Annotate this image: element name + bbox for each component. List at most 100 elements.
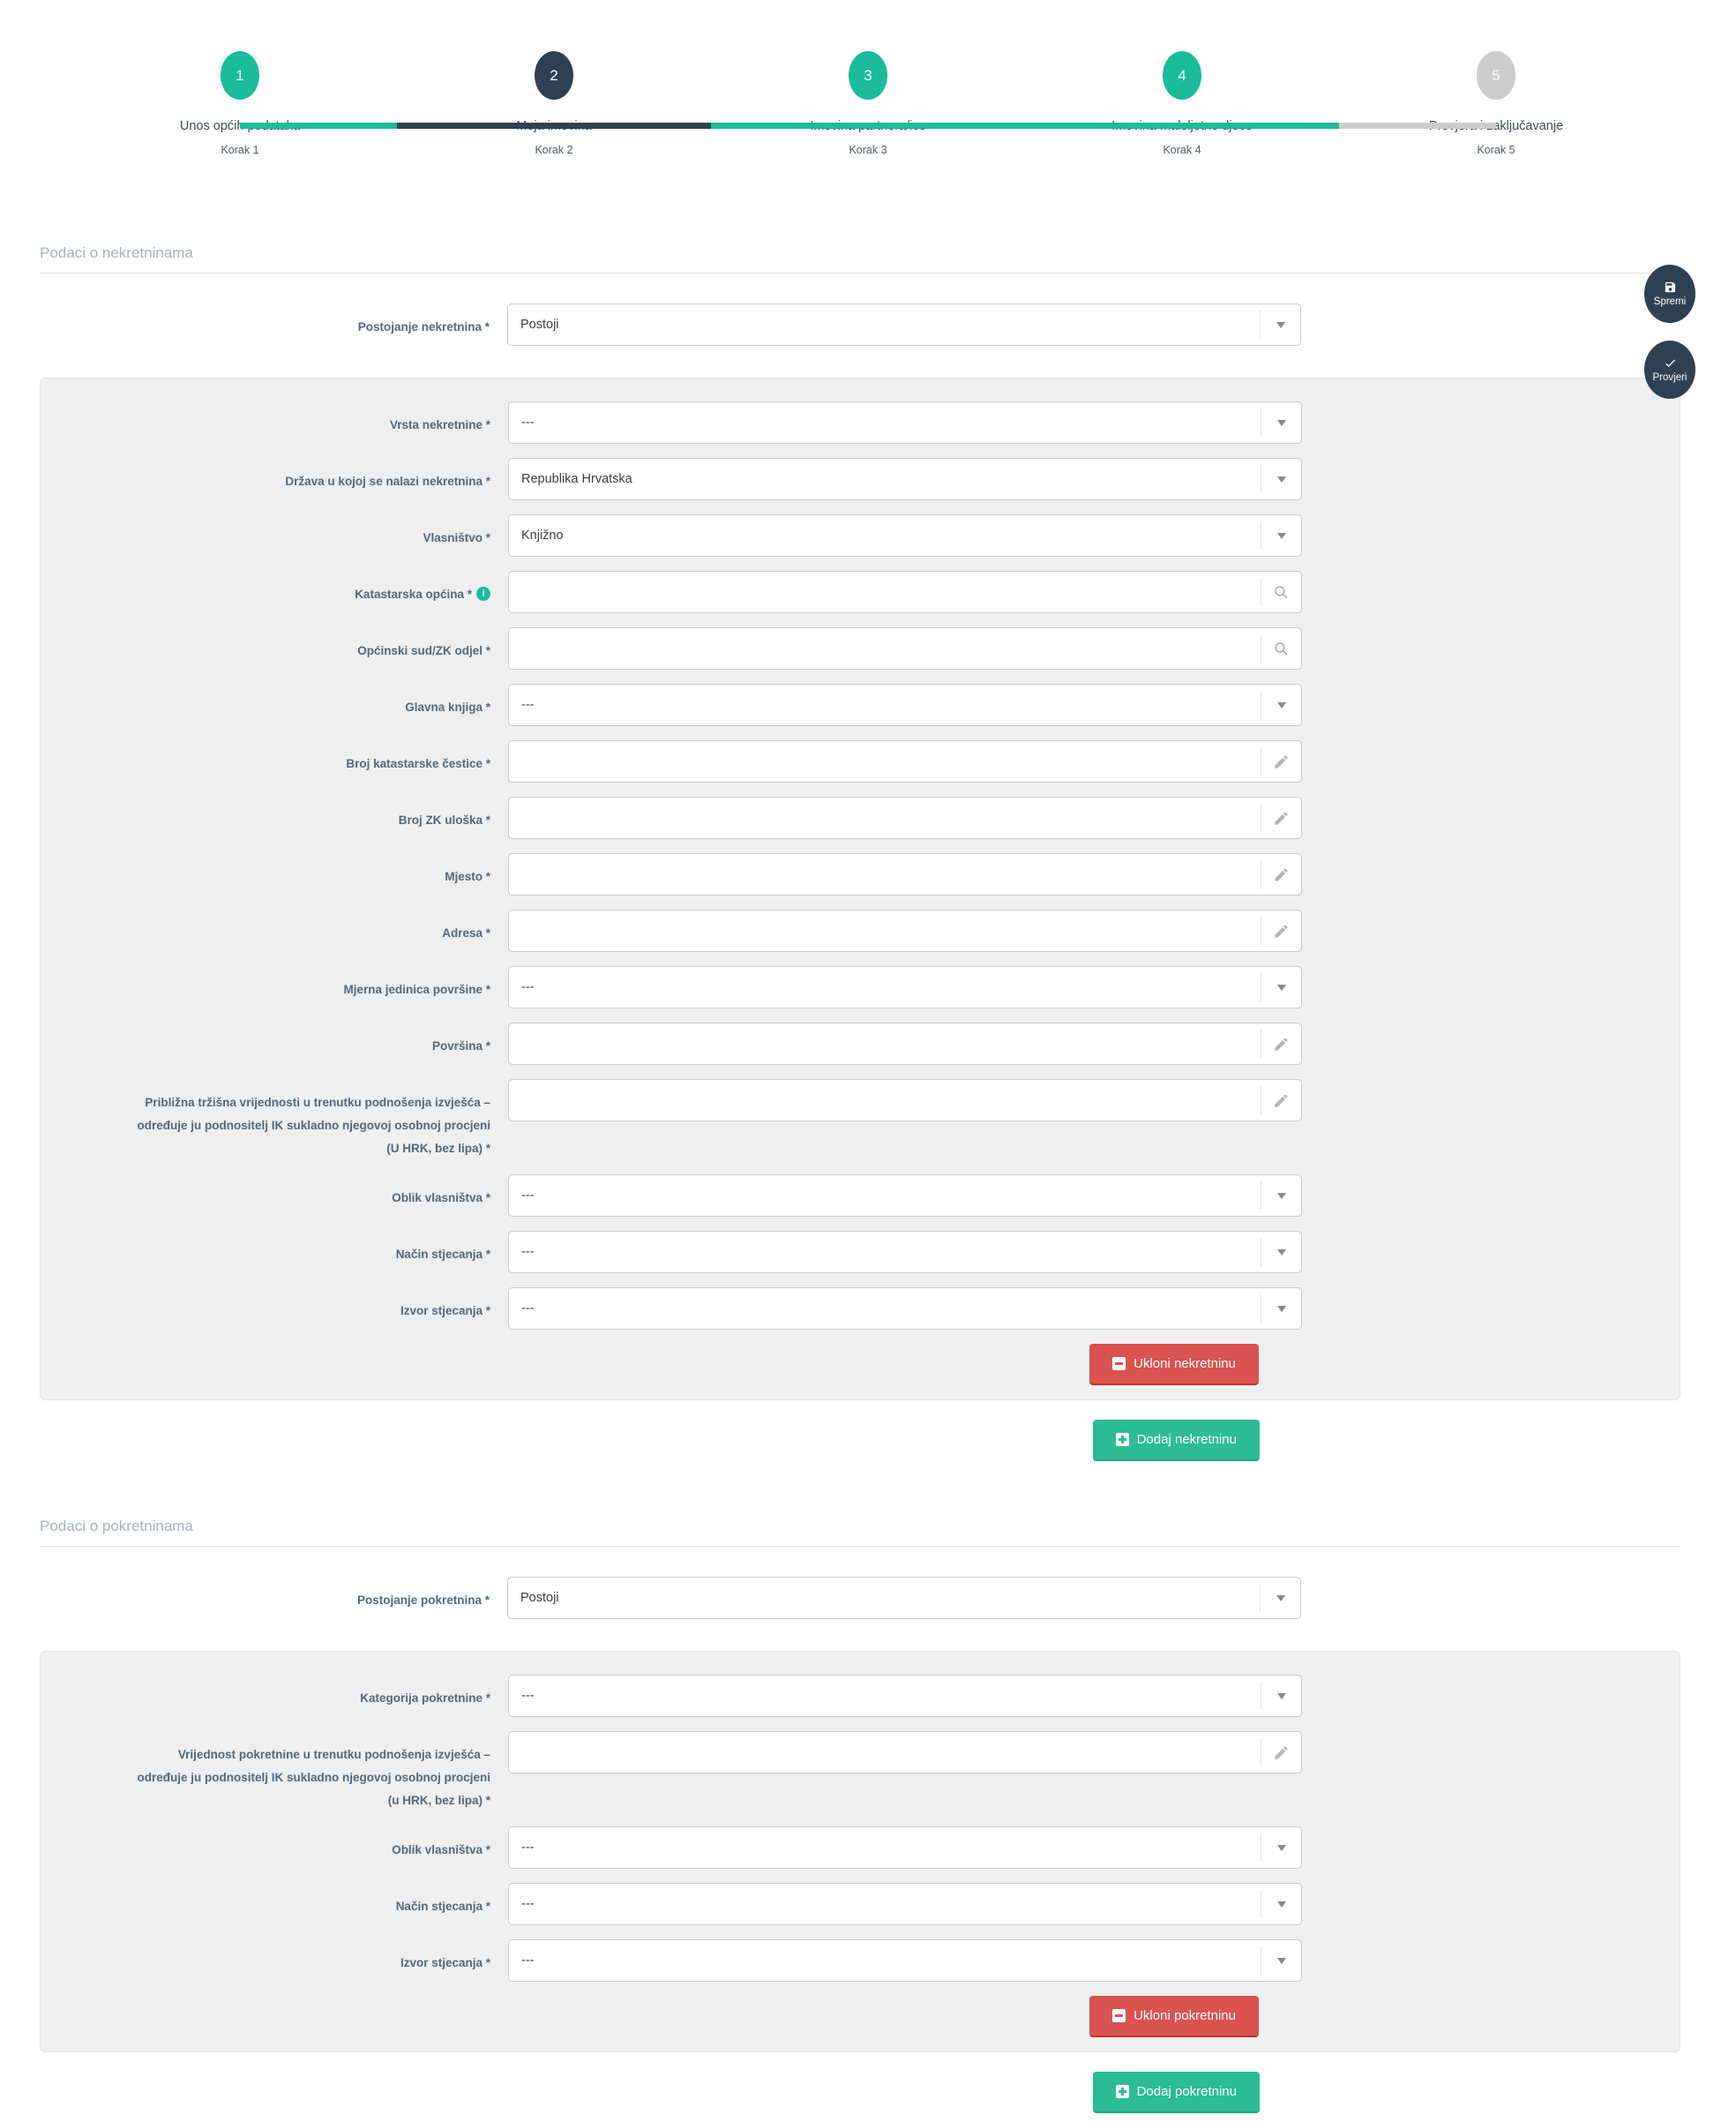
- field-label-line: Vrijednost pokretnine u trenutku podnoše…: [177, 1748, 490, 1761]
- field-value: ---: [521, 1689, 535, 1703]
- chevron-down-icon: [1261, 465, 1301, 493]
- kategorija-pokretnine-select[interactable]: ---: [508, 1675, 1302, 1717]
- chevron-down-icon: [1261, 1294, 1301, 1323]
- field-label: Približna tržišna vrijednosti u trenutku…: [41, 1079, 508, 1160]
- chevron-down-icon: [1261, 1946, 1301, 1975]
- search-icon[interactable]: [1261, 634, 1301, 663]
- form-row: Adresa *: [41, 910, 1680, 952]
- chevron-down-icon: [1261, 1833, 1301, 1862]
- remove-pokretnina-button[interactable]: Ukloni pokretninu: [1089, 1996, 1259, 2037]
- step-2: 2 Moja imovina Korak 2: [397, 51, 711, 156]
- field-label: Oblik vlasništva *: [392, 1843, 490, 1856]
- mjesto-input[interactable]: [508, 853, 1302, 896]
- vlasnistvo-select[interactable]: Knjižno: [508, 514, 1302, 557]
- minus-square-icon: [1112, 2009, 1126, 2022]
- step-3-circle[interactable]: 3: [849, 51, 887, 100]
- postojanje-pokretnina-select[interactable]: Postoji: [507, 1577, 1301, 1619]
- field-label: Mjerna jedinica površine *: [343, 983, 490, 996]
- field-label-line: Približna tržišna vrijednosti u trenutku…: [145, 1096, 490, 1109]
- vrijednost-pokretnine-input[interactable]: [508, 1731, 1302, 1773]
- form-row: Oblik vlasništva * ---: [41, 1826, 1680, 1869]
- section-pokretnine: Podaci o pokretninama Postojanje pokretn…: [40, 1518, 1680, 2113]
- field-label: Način stjecanja *: [395, 1248, 490, 1261]
- check-icon: [1665, 359, 1675, 367]
- step-5: 5 Provjera i zaključavanje Korak 5: [1339, 51, 1653, 156]
- field-label: Adresa *: [442, 926, 490, 940]
- form-row: Mjerna jedinica površine * ---: [41, 966, 1680, 1009]
- form-row: Broj ZK uloška *: [41, 797, 1680, 839]
- step-4-subtitle: Korak 4: [1163, 144, 1201, 156]
- adresa-input[interactable]: [508, 910, 1302, 952]
- oblik-vlasnistva-select[interactable]: ---: [508, 1174, 1302, 1217]
- add-pokretnina-button[interactable]: Dodaj pokretninu: [1092, 2072, 1260, 2113]
- step-4-circle[interactable]: 4: [1163, 51, 1201, 100]
- plus-square-icon: [1115, 1433, 1129, 1446]
- broj-zk-uloska-input[interactable]: [508, 797, 1302, 839]
- step-5-circle[interactable]: 5: [1477, 51, 1515, 100]
- field-value: Postoji: [520, 318, 559, 332]
- info-icon[interactable]: i: [476, 587, 490, 602]
- field-label: Općinski sud/ZK odjel *: [357, 644, 490, 657]
- field-label: Postojanje pokretnina *: [356, 1593, 490, 1607]
- form-row: Površina *: [41, 1023, 1680, 1065]
- chevron-down-icon: [1261, 409, 1301, 437]
- form-row: Općinski sud/ZK odjel *: [41, 627, 1680, 670]
- step-number: 4: [1178, 66, 1186, 84]
- step-1: 1 Unos općih podataka Korak 1: [83, 51, 397, 156]
- chevron-down-icon: [1261, 521, 1301, 550]
- drzava-nekretnine-select[interactable]: Republika Hrvatska: [508, 458, 1302, 500]
- remove-nekretnina-button[interactable]: Ukloni nekretninu: [1089, 1344, 1259, 1385]
- field-label: Katastarska općina * i: [41, 571, 508, 606]
- save-button[interactable]: Spremi: [1644, 265, 1695, 323]
- field-label: Izvor stjecanja *: [400, 1956, 490, 1969]
- izvor-stjecanja-pokretnine-select[interactable]: ---: [508, 1939, 1302, 1982]
- nacin-stjecanja-select[interactable]: ---: [508, 1231, 1302, 1273]
- chevron-down-icon: [1261, 973, 1301, 1001]
- mjerna-jedinica-povrsine-select[interactable]: ---: [508, 966, 1302, 1009]
- chevron-down-icon: [1260, 311, 1300, 339]
- postojanje-nekretnina-select[interactable]: Postoji: [507, 304, 1301, 346]
- form-row: Vrsta nekretnine * ---: [41, 401, 1680, 444]
- add-nekretnina-button[interactable]: Dodaj nekretninu: [1092, 1420, 1260, 1461]
- broj-katastarske-cestice-input[interactable]: [508, 740, 1302, 783]
- nacin-stjecanja-pokretnine-select[interactable]: ---: [508, 1883, 1302, 1925]
- glavna-knjiga-select[interactable]: ---: [508, 684, 1302, 726]
- field-value: Republika Hrvatska: [521, 472, 632, 486]
- check-button[interactable]: Provjeri: [1644, 341, 1695, 399]
- step-connector: [868, 123, 1025, 129]
- vrsta-nekretnine-select[interactable]: ---: [508, 401, 1302, 444]
- field-value: ---: [521, 1188, 535, 1203]
- field-value: ---: [521, 980, 535, 994]
- oblik-vlasnistva-pokretnine-select[interactable]: ---: [508, 1826, 1302, 1869]
- form-row: Vrijednost pokretnine u trenutku podnoše…: [41, 1731, 1680, 1812]
- section-nekretnine: Podaci o nekretninama Postojanje nekretn…: [40, 244, 1680, 1461]
- step-connector: [397, 123, 554, 129]
- field-label: Glavna knjiga *: [405, 701, 490, 714]
- field-label: Oblik vlasništva *: [392, 1191, 490, 1204]
- step-connector: [554, 123, 711, 129]
- step-1-circle[interactable]: 1: [221, 51, 259, 100]
- field-value: ---: [521, 1953, 535, 1968]
- search-icon[interactable]: [1261, 578, 1301, 606]
- form-row: Broj katastarske čestice *: [41, 740, 1680, 783]
- field-label: Površina *: [431, 1039, 490, 1053]
- field-value: ---: [521, 416, 535, 430]
- pencil-icon: [1261, 917, 1301, 945]
- izvor-stjecanja-select[interactable]: ---: [508, 1287, 1302, 1330]
- step-3: 3 Imovina partnera/ice Korak 3: [711, 51, 1025, 156]
- chevron-down-icon: [1261, 1890, 1301, 1918]
- nekretnina-panel: Vrsta nekretnine * --- Država u kojoj se…: [40, 378, 1680, 1400]
- field-label: Izvor stjecanja *: [400, 1304, 490, 1317]
- plus-square-icon: [1115, 2085, 1129, 2098]
- katastarska-opcina-search-input[interactable]: [508, 571, 1302, 613]
- trzisna-vrijednost-input[interactable]: [508, 1079, 1302, 1121]
- pencil-icon: [1261, 1738, 1301, 1766]
- step-2-circle[interactable]: 2: [535, 51, 573, 100]
- pencil-icon: [1261, 747, 1301, 776]
- pencil-icon: [1261, 1086, 1301, 1114]
- add-nekretnina-label: Dodaj nekretninu: [1136, 1432, 1237, 1447]
- opcinski-sud-search-input[interactable]: [508, 627, 1302, 670]
- povrsina-input[interactable]: [508, 1023, 1302, 1065]
- field-label-text: Katastarska općina *: [355, 588, 472, 601]
- field-value: ---: [521, 1301, 535, 1316]
